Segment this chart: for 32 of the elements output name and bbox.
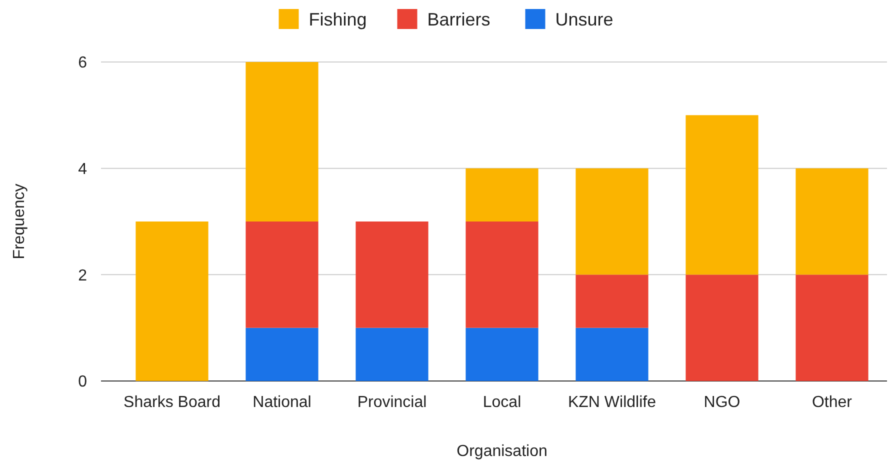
x-tick-label: Other xyxy=(812,394,853,411)
y-tick-label: 4 xyxy=(78,160,88,178)
x-tick-label: KZN Wildlife xyxy=(568,394,656,411)
bar xyxy=(796,168,868,275)
bar xyxy=(136,222,208,381)
bar xyxy=(686,274,758,381)
bar xyxy=(356,328,428,381)
bar xyxy=(246,62,318,222)
bar xyxy=(686,115,758,275)
bar xyxy=(576,328,648,381)
bar xyxy=(796,274,868,381)
y-tick-label: 6 xyxy=(78,54,88,72)
x-axis-title: Organisation xyxy=(456,443,548,460)
bar xyxy=(576,274,648,328)
legend-label: Barriers xyxy=(427,9,490,30)
x-tick-label: NGO xyxy=(704,394,740,411)
y-tick-label: 2 xyxy=(78,267,88,284)
bar xyxy=(246,222,318,328)
bar xyxy=(466,222,538,328)
bar xyxy=(576,168,648,275)
y-axis-title: Frequency xyxy=(11,184,28,260)
x-tick-label: National xyxy=(252,394,312,411)
x-tick-label: Local xyxy=(482,394,522,411)
legend-label: Unsure xyxy=(555,9,614,30)
x-tick-label: Sharks Board xyxy=(124,394,220,411)
bar xyxy=(466,328,538,381)
bar xyxy=(246,328,318,381)
bar xyxy=(356,222,428,328)
bar xyxy=(466,168,538,222)
y-tick-label: 0 xyxy=(78,374,88,391)
legend-label: Fishing xyxy=(308,9,367,30)
x-tick-label: Provincial xyxy=(357,394,427,411)
